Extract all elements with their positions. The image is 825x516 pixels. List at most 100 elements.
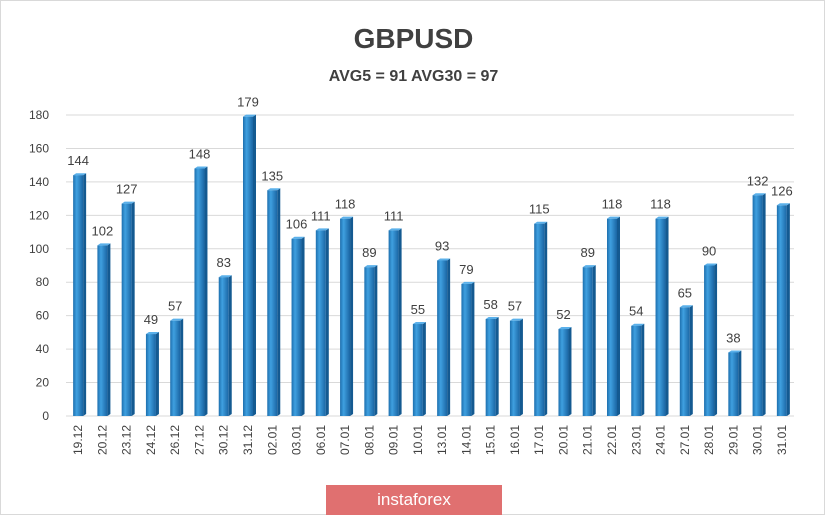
data-label: 132 xyxy=(747,173,769,188)
bar xyxy=(97,243,111,416)
bar xyxy=(170,318,184,416)
y-axis-ticks: 0 20 40 60 80 100 120 140 160 180 xyxy=(29,108,49,423)
bar xyxy=(121,201,135,416)
bar-front xyxy=(218,277,229,416)
bar-front xyxy=(582,267,593,416)
bar-side xyxy=(301,236,305,416)
data-label: 54 xyxy=(629,304,643,319)
bar-top xyxy=(776,203,790,206)
bar-front xyxy=(243,116,253,416)
bar-front xyxy=(340,218,351,416)
bar-front xyxy=(485,319,496,416)
data-label: 65 xyxy=(678,285,692,300)
data-label: 79 xyxy=(459,262,473,277)
x-tick-label: 16.01 xyxy=(508,425,522,455)
chart-title: GBPUSD xyxy=(353,23,474,54)
x-tick-label: 17.01 xyxy=(532,425,546,455)
data-label: 127 xyxy=(116,182,138,197)
bar-front xyxy=(558,329,569,416)
x-tick-label: 14.01 xyxy=(459,425,473,455)
data-label: 111 xyxy=(384,208,404,223)
bars xyxy=(73,114,790,416)
data-label: 58 xyxy=(483,297,497,312)
bar-front xyxy=(461,283,472,416)
bar-front xyxy=(291,238,302,416)
x-tick-label: 08.01 xyxy=(362,425,376,455)
data-label: 115 xyxy=(529,202,550,217)
bar-front xyxy=(388,230,399,416)
bar xyxy=(607,216,620,416)
bar xyxy=(776,203,790,416)
bar-side xyxy=(447,258,451,416)
y-tick-label: 40 xyxy=(36,342,50,356)
bar-top xyxy=(558,327,572,330)
data-label: 148 xyxy=(189,147,211,162)
bar-front xyxy=(437,260,448,416)
x-tick-label: 24.12 xyxy=(144,425,158,455)
x-tick-label: 23.12 xyxy=(120,425,134,455)
bar xyxy=(485,317,499,416)
data-label: 52 xyxy=(556,307,570,322)
bar-top xyxy=(97,243,111,246)
bar-front xyxy=(728,352,739,416)
x-tick-label: 26.12 xyxy=(168,425,182,455)
bar-top xyxy=(73,173,87,176)
data-labels: 1441021274957148831791351061111188911155… xyxy=(67,95,792,346)
bar-top xyxy=(534,221,548,224)
x-tick-label: 24.01 xyxy=(654,425,668,455)
y-tick-label: 0 xyxy=(42,409,49,423)
bar-side xyxy=(568,327,572,416)
bar xyxy=(267,188,281,416)
bar-top xyxy=(412,322,426,325)
bar-top xyxy=(194,166,208,169)
y-tick-label: 100 xyxy=(29,242,49,256)
data-label: 144 xyxy=(67,153,89,168)
x-tick-label: 31.12 xyxy=(241,425,255,455)
bar-top xyxy=(121,201,135,204)
data-label: 90 xyxy=(702,244,716,259)
x-tick-label: 07.01 xyxy=(338,425,352,455)
data-label: 93 xyxy=(435,238,449,253)
data-label: 55 xyxy=(411,302,425,317)
bar-front xyxy=(534,223,545,416)
bar-top xyxy=(291,236,305,239)
bar-front xyxy=(752,195,763,416)
chart-subtitle: AVG5 = 91 AVG30 = 97 xyxy=(328,68,499,85)
y-tick-label: 60 xyxy=(36,309,50,323)
bar-front xyxy=(170,320,181,416)
bar-top xyxy=(509,318,523,321)
bar-side xyxy=(277,188,281,416)
bar-side xyxy=(83,173,87,416)
bar-front xyxy=(679,307,690,416)
bar-front xyxy=(267,190,278,416)
y-tick-label: 80 xyxy=(36,275,50,289)
bar-top xyxy=(461,281,475,284)
instaforex-watermark: instaforex xyxy=(326,485,502,515)
bar xyxy=(631,323,645,416)
data-label: 106 xyxy=(286,217,308,232)
bar xyxy=(291,236,305,416)
x-tick-label: 27.01 xyxy=(678,425,692,455)
bar xyxy=(534,221,548,416)
data-label: 126 xyxy=(771,183,793,198)
bar xyxy=(194,166,208,416)
x-tick-label: 22.01 xyxy=(605,425,619,455)
x-tick-label: 28.01 xyxy=(702,425,716,455)
bar-side xyxy=(714,263,718,416)
bar xyxy=(73,173,87,416)
data-label: 179 xyxy=(237,95,259,110)
bar-front xyxy=(704,265,715,416)
x-tick-label: 15.01 xyxy=(484,425,498,455)
bar-top xyxy=(315,228,329,231)
bar-top xyxy=(243,114,256,117)
y-tick-label: 140 xyxy=(29,175,49,189)
x-tick-label: 30.12 xyxy=(217,425,231,455)
bar-front xyxy=(631,325,642,416)
bar xyxy=(509,318,523,416)
data-label: 57 xyxy=(168,299,182,314)
bar-side xyxy=(786,203,790,416)
bar-side xyxy=(107,243,111,416)
bar-top xyxy=(170,318,184,321)
bar xyxy=(582,265,596,416)
